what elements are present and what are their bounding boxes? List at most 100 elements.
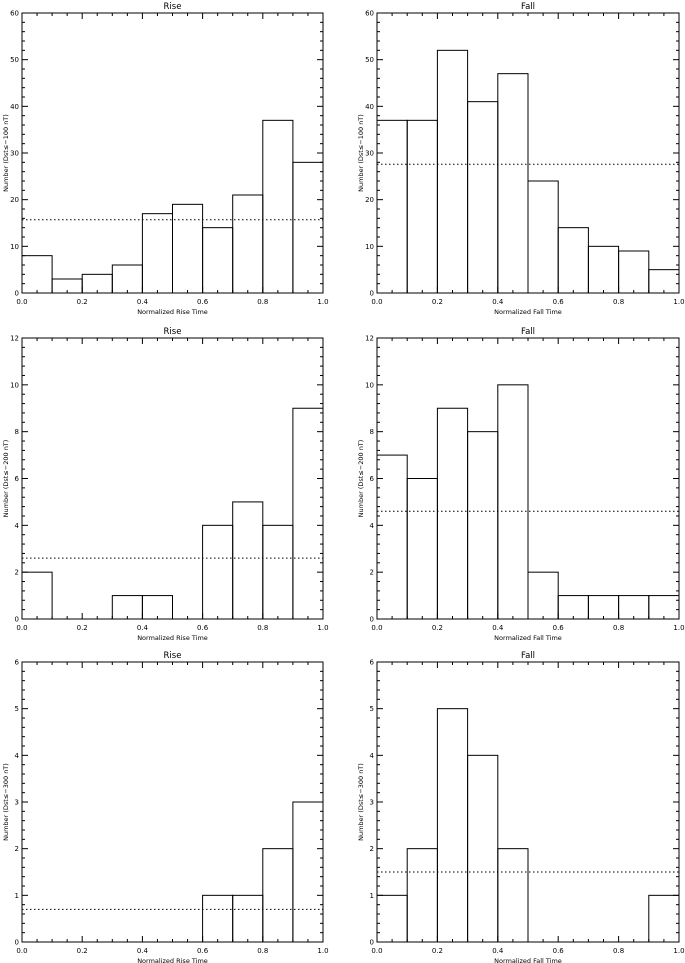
- x-tick-label: 0.6: [197, 947, 209, 955]
- x-tick-label: 0.0: [371, 624, 382, 632]
- y-tick-label: 40: [10, 103, 19, 111]
- y-tick-label: 4: [15, 522, 20, 530]
- x-tick-label: 0.0: [16, 624, 27, 632]
- x-tick-label: 0.8: [613, 947, 624, 955]
- histogram-bar: [262, 119, 294, 294]
- histogram-bar: [376, 119, 408, 294]
- histogram-bar: [141, 213, 173, 294]
- y-tick-label: 10: [10, 381, 19, 389]
- histogram-bar: [202, 524, 234, 620]
- histogram-bar: [557, 227, 589, 294]
- histogram-bar: [262, 848, 294, 943]
- histogram-bar: [262, 524, 294, 620]
- y-tick-label: 8: [15, 428, 19, 436]
- chart-title: Rise: [164, 327, 182, 337]
- chart-title: Rise: [164, 2, 182, 12]
- histogram-bar: [21, 255, 53, 294]
- x-tick-label: 0.4: [492, 624, 504, 632]
- y-tick-label: 10: [365, 381, 374, 389]
- histogram-bar: [292, 407, 324, 620]
- histogram-bar: [497, 848, 529, 943]
- x-tick-label: 0.0: [371, 947, 382, 955]
- plot-frame-3: [21, 337, 324, 620]
- x-axis-label: Normalized Fall Time: [494, 957, 562, 963]
- y-tick-label: 12: [365, 335, 374, 343]
- y-tick-label: 10: [365, 243, 374, 251]
- histogram-bar: [587, 245, 620, 294]
- y-tick-label: 20: [365, 196, 374, 204]
- y-tick-label: 2: [370, 845, 374, 853]
- y-tick-label: 8: [370, 428, 374, 436]
- histogram-bar: [406, 119, 438, 294]
- y-tick-label: 5: [15, 705, 19, 713]
- histogram-bar: [141, 595, 173, 620]
- x-tick-label: 0.4: [137, 624, 149, 632]
- y-tick-label: 0: [370, 290, 374, 298]
- histogram-bar: [557, 595, 589, 620]
- y-tick-label: 3: [15, 799, 19, 807]
- histogram-bar: [587, 595, 620, 620]
- histogram-bar: [467, 754, 499, 943]
- histogram-bar: [436, 49, 469, 294]
- y-tick-label: 2: [15, 845, 19, 853]
- histogram-bar: [467, 101, 499, 294]
- plot-frame-5: [21, 661, 324, 943]
- x-tick-label: 0.0: [371, 298, 382, 306]
- x-tick-label: 0.2: [77, 624, 88, 632]
- x-tick-label: 0.8: [257, 298, 268, 306]
- x-tick-label: 1.0: [317, 624, 328, 632]
- histogram-bar: [527, 180, 559, 294]
- histogram-bar: [376, 894, 408, 943]
- histogram-bar: [406, 848, 438, 943]
- x-tick-label: 0.8: [257, 624, 268, 632]
- x-axis-label: Normalized Rise Time: [137, 308, 208, 316]
- x-tick-label: 0.8: [257, 947, 268, 955]
- y-tick-label: 6: [15, 659, 20, 667]
- y-tick-label: 6: [15, 475, 20, 483]
- y-tick-label: 40: [365, 103, 374, 111]
- x-tick-label: 1.0: [673, 624, 684, 632]
- histogram-bar: [436, 708, 469, 943]
- x-tick-label: 0.6: [197, 624, 209, 632]
- x-tick-label: 0.2: [77, 298, 88, 306]
- y-tick-label: 1: [15, 892, 19, 900]
- histogram-bar: [648, 269, 680, 294]
- x-tick-label: 0.4: [492, 947, 504, 955]
- y-tick-label: 4: [15, 752, 20, 760]
- x-tick-label: 0.2: [432, 298, 443, 306]
- x-axis-label: Normalized Fall Time: [494, 634, 562, 642]
- histogram-bar: [497, 73, 529, 294]
- y-tick-label: 0: [15, 939, 19, 947]
- histogram-bar: [467, 431, 499, 620]
- histogram-bar: [436, 407, 469, 620]
- y-axis-label: Number (Dst≤−100 nT): [2, 114, 10, 192]
- histogram-bar: [232, 894, 264, 943]
- y-tick-label: 60: [365, 10, 374, 18]
- x-tick-label: 0.2: [77, 947, 88, 955]
- x-tick-label: 1.0: [673, 947, 684, 955]
- x-tick-label: 0.4: [492, 298, 504, 306]
- x-tick-label: 0.8: [613, 624, 624, 632]
- x-tick-label: 0.6: [197, 298, 209, 306]
- x-tick-label: 0.2: [432, 624, 443, 632]
- histogram-bar: [406, 478, 438, 620]
- y-tick-label: 30: [10, 150, 19, 158]
- histogram-bar: [202, 227, 234, 294]
- y-axis-label: Number (Dst≤−200 nT): [357, 440, 365, 518]
- x-axis-label: Normalized Rise Time: [137, 634, 208, 642]
- y-tick-label: 10: [10, 243, 19, 251]
- y-tick-label: 0: [370, 616, 374, 624]
- y-tick-label: 20: [10, 196, 19, 204]
- x-tick-label: 0.6: [553, 298, 565, 306]
- x-tick-label: 0.4: [137, 298, 149, 306]
- histogram-bar: [202, 894, 234, 943]
- y-tick-label: 1: [370, 892, 374, 900]
- y-axis-label: Number (Dst≤−300 nT): [357, 763, 365, 841]
- y-tick-label: 4: [370, 752, 375, 760]
- y-tick-label: 50: [10, 56, 19, 64]
- y-tick-label: 3: [370, 799, 374, 807]
- chart-title: Fall: [521, 2, 535, 12]
- y-tick-label: 0: [370, 939, 374, 947]
- histogram-bar: [648, 595, 680, 620]
